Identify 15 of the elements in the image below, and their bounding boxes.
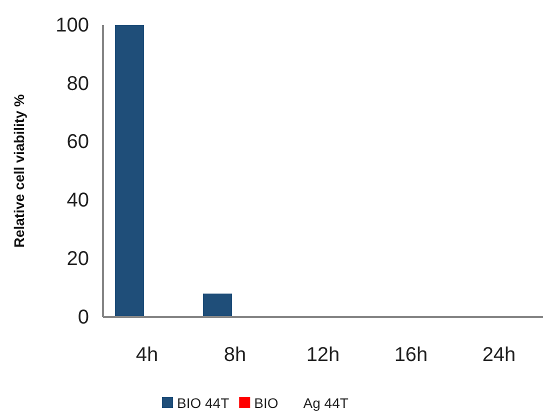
x-tick-label: 12h — [306, 344, 340, 366]
text: Ag 44T — [303, 395, 349, 411]
y-tick-label: 40 — [66, 190, 89, 212]
x-tick-label: 24h — [482, 344, 516, 366]
y-tick-label: 100 — [56, 14, 89, 36]
legend-label: BIO 44T — [177, 395, 230, 411]
y-tick-label: 0 — [78, 306, 89, 328]
x-tick-label: 16h — [394, 344, 428, 366]
x-tick-label: 8h — [224, 344, 246, 366]
y-tick-label: 20 — [66, 248, 89, 270]
legend-label: BIO — [254, 395, 278, 411]
x-tick-label: 4h — [136, 344, 158, 366]
y-tick-label: 80 — [66, 72, 89, 95]
y-axis-title: Relative cell viability % — [11, 94, 27, 248]
y-tick-label: 60 — [66, 131, 89, 154]
